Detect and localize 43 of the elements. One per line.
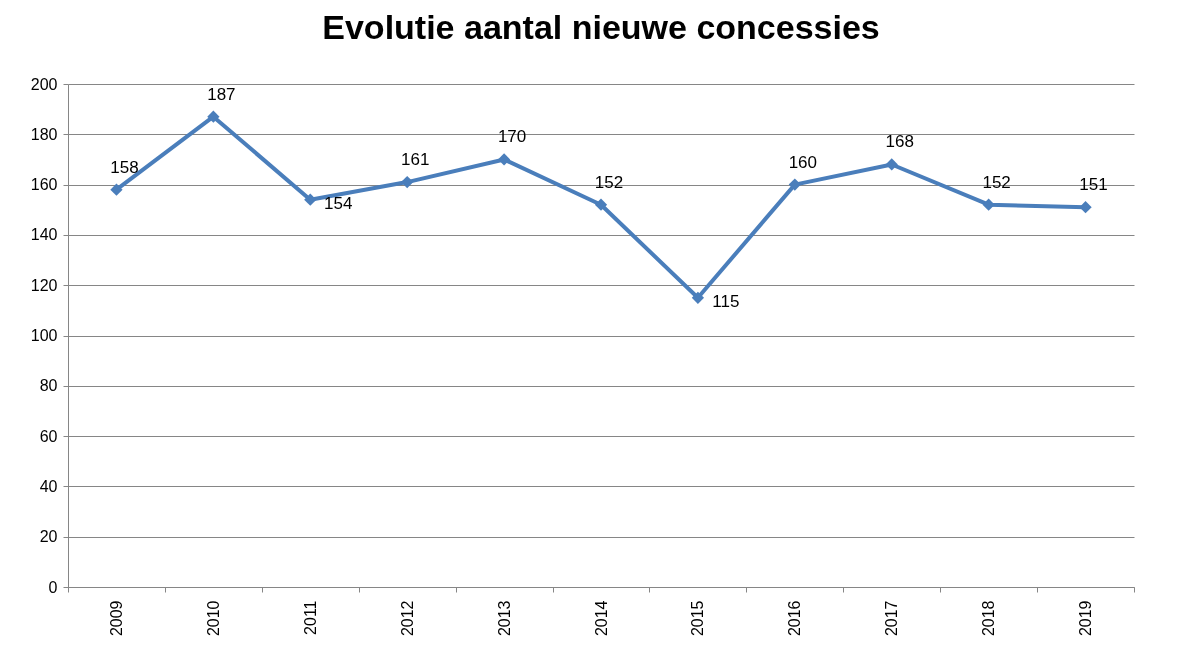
x-tick-label: 2016 (786, 600, 804, 637)
x-tick-label: 2017 (883, 600, 901, 637)
y-tick-label: 80 (39, 377, 58, 395)
y-tick-label: 180 (30, 125, 58, 143)
point (304, 193, 317, 206)
y-tick-label: 0 (48, 578, 58, 596)
data-label: 115 (712, 291, 740, 311)
data-label: 158 (110, 157, 139, 177)
data-label: 152 (594, 172, 624, 192)
point (110, 183, 123, 196)
point (788, 178, 801, 191)
y-tick-label: 120 (30, 276, 58, 294)
x-tick-label: 2012 (398, 600, 416, 637)
data-label: 154 (324, 193, 353, 213)
point (497, 153, 511, 166)
data-label: 161 (400, 150, 430, 170)
y-tick-label: 40 (39, 477, 58, 495)
x-tick-label: 2011 (301, 600, 319, 635)
x-tick-label: 2014 (592, 600, 610, 637)
y-tick-label: 60 (39, 427, 58, 445)
x-tick-label: 2009 (107, 600, 125, 637)
x-tick-label: 2013 (495, 600, 513, 637)
point (207, 110, 220, 123)
point (594, 198, 608, 211)
data-label: 170 (497, 127, 527, 147)
point (691, 291, 705, 304)
y-tick-label: 200 (30, 75, 58, 93)
data-label: 160 (788, 152, 818, 172)
y-tick-label: 100 (30, 327, 58, 344)
data-label: 168 (885, 132, 914, 152)
x-tick-label: 2015 (689, 600, 707, 637)
x-tick-label: 2010 (204, 600, 222, 637)
data-label: 187 (207, 84, 236, 104)
y-tick-label: 160 (30, 176, 58, 194)
point (885, 158, 898, 171)
y-tick-label: 20 (39, 528, 58, 546)
x-tick-label: 2019 (1077, 600, 1095, 637)
x-tick-label: 2018 (980, 600, 998, 637)
y-tick-label: 140 (30, 226, 58, 244)
data-label: 151 (1079, 175, 1108, 195)
chart-title: Evolutie aantal nieuwe concessies (322, 8, 880, 46)
point (401, 175, 414, 189)
data-label: 152 (982, 172, 1011, 192)
